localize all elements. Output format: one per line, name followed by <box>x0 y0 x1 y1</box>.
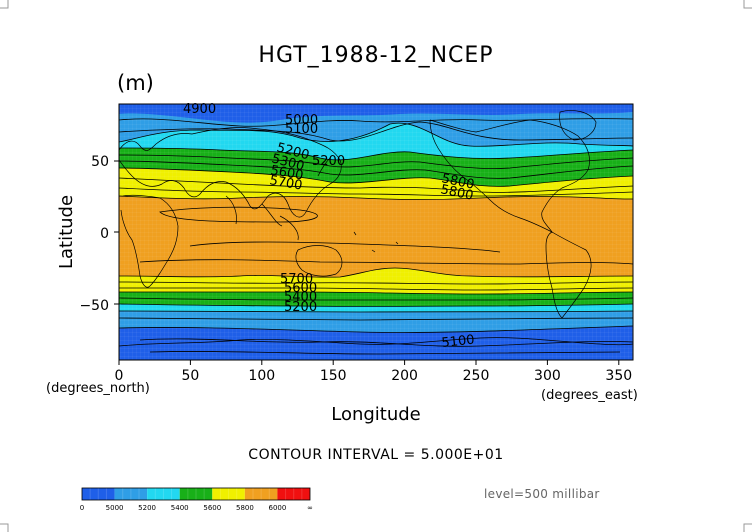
legend-swatch <box>212 488 245 500</box>
x-tick-label: 150 <box>320 368 347 384</box>
x-tick-label: 50 <box>181 368 199 384</box>
legend-swatch <box>147 488 180 500</box>
x-tick-label: 250 <box>463 368 490 384</box>
contour-label: 5200 <box>312 154 345 169</box>
units-label: (m) <box>117 71 154 95</box>
contour-label: 5100 <box>441 333 475 351</box>
contour-lines <box>119 118 633 355</box>
contour-label: 5100 <box>285 122 318 137</box>
coastlines <box>119 110 633 347</box>
legend-swatch <box>179 488 213 500</box>
contour-label: 4900 <box>183 102 216 117</box>
x-tick-label: 200 <box>391 368 418 384</box>
x-axis-min-label: (degrees_north) <box>46 381 150 396</box>
legend-swatch <box>114 488 148 500</box>
contour-label: 5600 <box>284 281 317 296</box>
y-axis-label: Latitude <box>56 195 77 269</box>
y-tick-label: 50 <box>91 154 109 170</box>
contour-label: 5800 <box>439 182 474 204</box>
contour-label: 5600 <box>269 163 304 184</box>
legend-swatch <box>277 488 310 500</box>
contour-label: 5400 <box>284 290 317 305</box>
x-tick-label: 300 <box>534 368 561 384</box>
x-axis-max-label: (degrees_east) <box>541 388 638 403</box>
contour-label: 5800 <box>440 171 475 193</box>
contour-label: 5000 <box>285 113 318 128</box>
contour-label: 5700 <box>280 272 313 287</box>
legend-label: 5200 <box>138 504 156 512</box>
legend-label: 5800 <box>236 504 254 512</box>
y-tick-label: 0 <box>100 226 109 242</box>
x-tick-label: 0 <box>115 368 124 384</box>
x-tick-label: 350 <box>605 368 632 384</box>
map-area <box>119 104 633 360</box>
contour-label: 5700 <box>268 173 303 194</box>
contour-labels: 4900 5000 5100 5200 5300 5200 5600 5700 … <box>183 102 476 351</box>
contour-label: 5200 <box>284 300 317 315</box>
legend-label: 0 <box>80 504 84 512</box>
legend-label: ∞ <box>307 504 313 512</box>
y-tick-label: −50 <box>79 298 109 314</box>
contour-interval-label: CONTOUR INTERVAL = 5.000E+01 <box>248 447 503 463</box>
color-legend: 0 5000 5200 5400 5600 5800 6000 ∞ <box>80 487 313 512</box>
y-axis: 50 0 −50 Latitude <box>56 154 119 314</box>
legend-label: 5600 <box>203 504 221 512</box>
plot-title: HGT_1988-12_NCEP <box>258 43 493 68</box>
legend-label: 6000 <box>268 504 286 512</box>
legend-label: 5000 <box>106 504 124 512</box>
x-axis-label: Longitude <box>331 404 421 425</box>
x-tick-label: 100 <box>248 368 275 384</box>
legend-swatch <box>82 488 115 500</box>
legend-swatch <box>244 488 278 500</box>
x-axis: 0 50 100 150 200 250 300 350 (degrees_no… <box>46 360 638 425</box>
legend-label: 5400 <box>171 504 189 512</box>
level-label: level=500 millibar <box>484 487 600 501</box>
